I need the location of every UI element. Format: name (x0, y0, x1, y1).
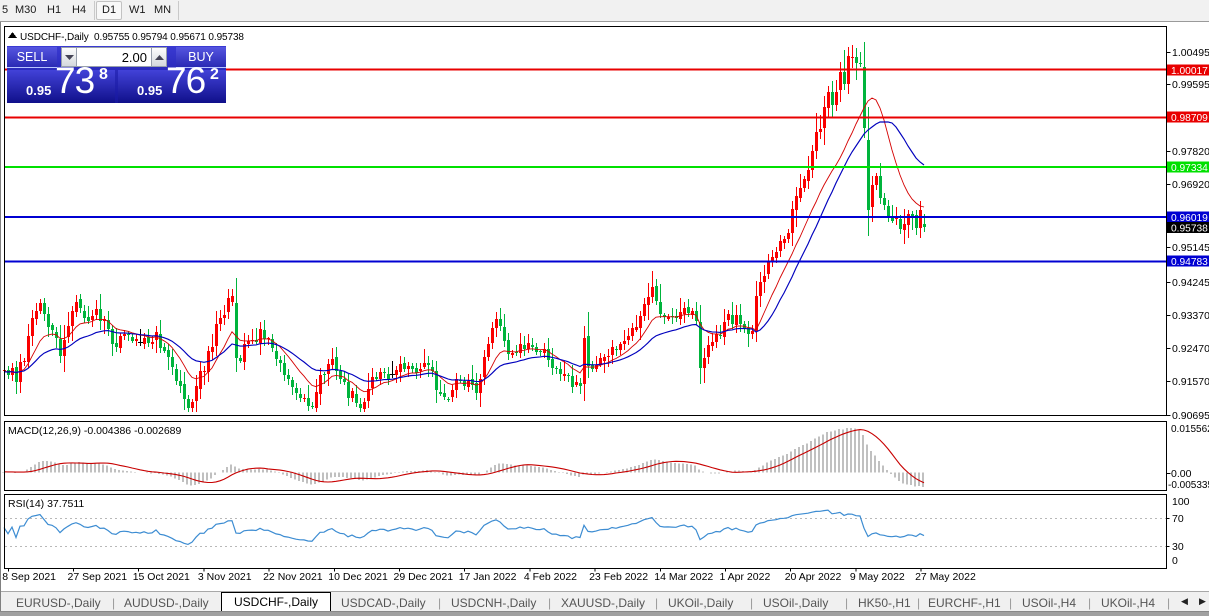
svg-text:0: 0 (1172, 555, 1178, 567)
svg-text:15 Oct 2021: 15 Oct 2021 (133, 571, 190, 583)
svg-text:1.00017: 1.00017 (1171, 66, 1208, 77)
svg-text:0.93370: 0.93370 (1172, 310, 1209, 322)
svg-text:3 Nov 2021: 3 Nov 2021 (198, 571, 252, 583)
svg-text:30: 30 (1172, 541, 1184, 553)
svg-text:MACD(12,26,9) -0.004386 -0.002: MACD(12,26,9) -0.004386 -0.002689 (8, 425, 182, 437)
svg-text:0.95738: 0.95738 (1171, 224, 1208, 235)
svg-text:0.96920: 0.96920 (1172, 179, 1209, 191)
svg-text:0.90695: 0.90695 (1172, 410, 1209, 422)
svg-text:USDCHF-,Daily 0.95755 0.95794: USDCHF-,Daily 0.95755 0.95794 0.95671 0.… (20, 32, 244, 43)
svg-text:17 Jan 2022: 17 Jan 2022 (459, 571, 517, 583)
svg-text:0.91570: 0.91570 (1172, 376, 1209, 388)
svg-text:4 Feb 2022: 4 Feb 2022 (524, 571, 577, 583)
svg-text:14 Mar 2022: 14 Mar 2022 (654, 571, 713, 583)
svg-text:0.98709: 0.98709 (1171, 113, 1208, 124)
svg-text:0.92470: 0.92470 (1172, 343, 1209, 355)
svg-text:0.94245: 0.94245 (1172, 277, 1209, 289)
svg-text:8 Sep 2021: 8 Sep 2021 (2, 571, 56, 583)
svg-text:1.00495: 1.00495 (1172, 47, 1209, 59)
svg-text:0.00: 0.00 (1171, 468, 1192, 480)
svg-text:10 Dec 2021: 10 Dec 2021 (328, 571, 388, 583)
svg-text:0.97334: 0.97334 (1171, 163, 1208, 174)
svg-text:27 May 2022: 27 May 2022 (915, 571, 976, 583)
svg-text:27 Sep 2021: 27 Sep 2021 (68, 571, 128, 583)
svg-text:29 Dec 2021: 29 Dec 2021 (394, 571, 454, 583)
svg-text:1 Apr 2022: 1 Apr 2022 (720, 571, 771, 583)
svg-text:100: 100 (1172, 496, 1190, 508)
svg-text:0.97820: 0.97820 (1172, 146, 1209, 158)
svg-text:70: 70 (1172, 513, 1184, 525)
svg-text:0.015562: 0.015562 (1171, 424, 1209, 435)
svg-text:9 May 2022: 9 May 2022 (850, 571, 905, 583)
svg-text:0.94783: 0.94783 (1171, 257, 1208, 268)
svg-text:RSI(14) 37.7511: RSI(14) 37.7511 (8, 498, 84, 510)
svg-text:-0.005335: -0.005335 (1168, 480, 1209, 491)
svg-text:20 Apr 2022: 20 Apr 2022 (785, 571, 842, 583)
svg-text:23 Feb 2022: 23 Feb 2022 (589, 571, 648, 583)
svg-text:22 Nov 2021: 22 Nov 2021 (263, 571, 323, 583)
svg-text:0.96019: 0.96019 (1171, 213, 1208, 224)
svg-text:0.95145: 0.95145 (1172, 242, 1209, 254)
svg-text:0.99595: 0.99595 (1172, 79, 1209, 91)
